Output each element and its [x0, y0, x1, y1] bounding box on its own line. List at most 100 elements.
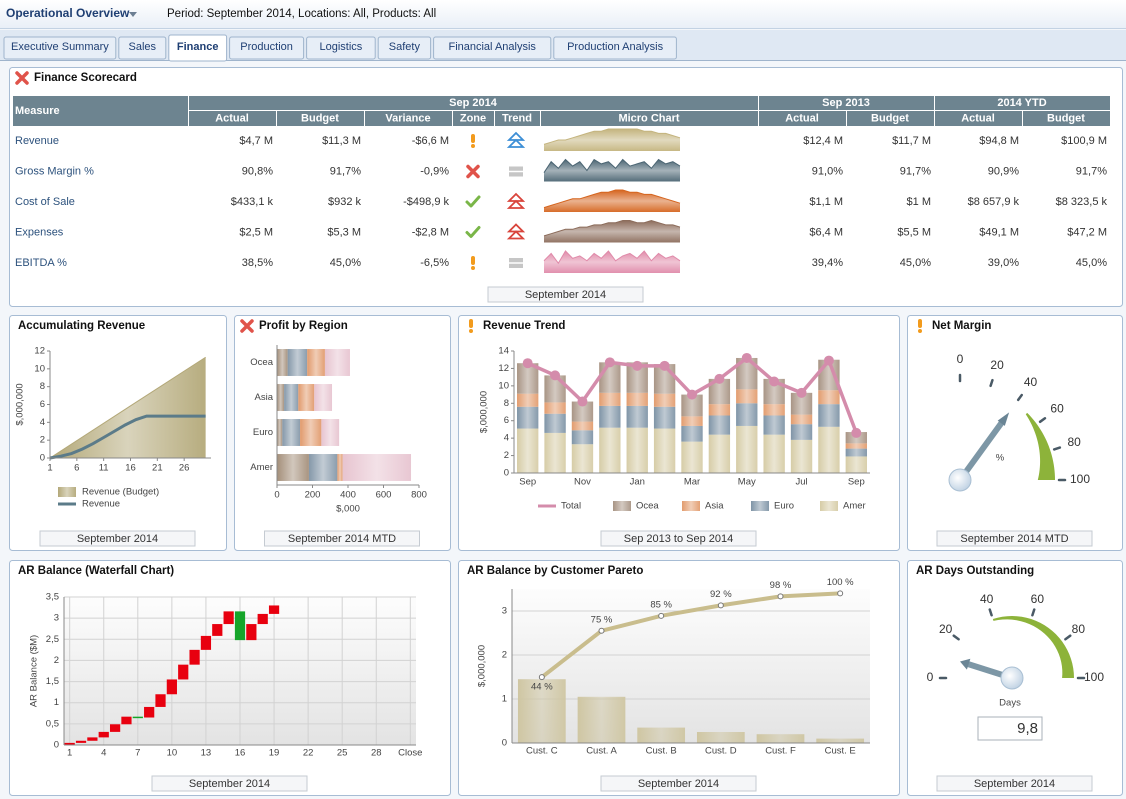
bar-segment — [544, 413, 566, 433]
bar-segment — [708, 415, 731, 435]
icon-part — [918, 319, 922, 328]
legend-label: Revenue — [82, 499, 120, 510]
bar-segment — [653, 393, 676, 407]
measure-header: Measure — [15, 105, 60, 117]
column-header: Budget — [301, 112, 339, 124]
x-tick-label: 1 — [67, 748, 72, 759]
y-tick-label: 2 — [40, 435, 45, 446]
x-tick-label: May — [738, 477, 756, 488]
bar-segment — [845, 443, 867, 449]
bar-segment — [790, 414, 813, 425]
plot-background — [512, 589, 870, 743]
line-marker — [769, 376, 780, 387]
bar-segment — [544, 432, 566, 473]
tab[interactable] — [118, 36, 167, 60]
x-tick-label: 200 — [305, 490, 321, 501]
waterfall-bar — [87, 737, 98, 741]
icon-part — [465, 195, 481, 208]
bar-segment — [681, 425, 703, 442]
bar-segment — [277, 349, 288, 376]
tab[interactable] — [553, 36, 677, 60]
cumulative-marker — [658, 612, 665, 619]
bar-segment — [681, 394, 703, 417]
cumulative-label: 98 % — [770, 580, 792, 591]
icon-good — [465, 226, 481, 238]
tab[interactable] — [168, 34, 228, 62]
icon-part — [15, 71, 29, 85]
bar-segment — [763, 415, 785, 435]
footer-box — [600, 530, 757, 547]
cell-value: 91,7% — [900, 165, 931, 177]
bar-segment — [321, 419, 340, 446]
micro-chart — [543, 158, 681, 173]
tab[interactable] — [229, 36, 305, 60]
cell-value: 91,7% — [1076, 165, 1107, 177]
dashboard-title[interactable]: Operational Overview — [6, 6, 130, 20]
icon-warning — [469, 319, 473, 333]
tab-label[interactable]: Sales — [129, 41, 157, 53]
column-header: Actual — [785, 112, 819, 124]
column-header: Zone — [460, 112, 486, 124]
tab-label[interactable]: Production — [240, 41, 293, 53]
icon-good — [465, 195, 481, 208]
bar-segment — [790, 392, 813, 415]
column-header: Actual — [215, 112, 249, 124]
micro-chart — [543, 250, 681, 265]
waterfall-bar — [109, 724, 121, 732]
cell-value: $5,5 M — [897, 226, 931, 238]
category-label: Asia — [255, 392, 274, 403]
y-tick-label: 0 — [502, 738, 507, 749]
gauge-band — [992, 616, 1074, 678]
cell-value: $11,7 M — [892, 135, 931, 147]
gauge-label: 0 — [957, 352, 964, 366]
bar-segment — [277, 419, 283, 446]
tab-label[interactable]: Financial Analysis — [448, 41, 536, 53]
x-tick-label: 400 — [340, 490, 356, 501]
icon-flat — [509, 166, 523, 177]
filter-summary: Period: September 2014, Locations: All, … — [167, 8, 436, 20]
legend-swatch — [58, 487, 76, 497]
panel-footer: September 2014 — [525, 289, 606, 301]
column-header: Micro Chart — [618, 112, 679, 124]
micro-area-fill — [544, 251, 680, 273]
panel-footer: Sep 2013 to Sep 2014 — [624, 533, 733, 545]
tab-label[interactable]: Executive Summary — [11, 41, 109, 53]
bar-segment — [517, 406, 539, 429]
x-tick-label: Sep — [848, 477, 865, 488]
icon-bad — [466, 164, 480, 179]
legend-label: Amer — [843, 501, 866, 512]
gauge-label: 80 — [1072, 622, 1086, 636]
bar-segment — [571, 421, 594, 431]
x-tick-label: 28 — [371, 748, 382, 759]
panel-title: AR Balance (Waterfall Chart) — [18, 565, 174, 577]
cumulative-marker — [837, 590, 844, 597]
cell-value: $12,4 M — [803, 135, 843, 147]
tab-label[interactable]: Safety — [389, 41, 421, 53]
x-tick-label: 0 — [274, 490, 279, 501]
cumulative-label: 75 % — [591, 614, 613, 625]
tab-label[interactable]: Production Analysis — [567, 41, 663, 53]
footer-box — [151, 775, 308, 792]
tab[interactable] — [433, 36, 552, 60]
icon-part — [506, 223, 526, 240]
cumulative-marker — [717, 602, 724, 609]
tab[interactable] — [306, 36, 376, 60]
bar-segment — [736, 425, 758, 473]
tab-label[interactable]: Finance — [177, 41, 219, 53]
bar-segment — [626, 362, 648, 393]
x-tick-label: 600 — [376, 490, 392, 501]
x-tick-label: Cust. E — [825, 746, 856, 757]
tab[interactable] — [3, 36, 117, 60]
bar-segment — [626, 405, 648, 428]
column-header: Actual — [961, 112, 995, 124]
y-tick-label: 2 — [504, 450, 509, 461]
dropdown-arrow[interactable] — [129, 12, 137, 17]
line-marker — [796, 387, 807, 398]
panel-footer: September 2014 — [638, 778, 719, 790]
x-tick-label: Jan — [630, 477, 645, 488]
tab[interactable] — [377, 36, 432, 60]
y-tick-label: 1 — [54, 697, 59, 708]
tab-label[interactable]: Logistics — [320, 41, 363, 53]
panel-footer: September 2014 MTD — [960, 533, 1068, 545]
cumulative-marker — [777, 593, 784, 600]
